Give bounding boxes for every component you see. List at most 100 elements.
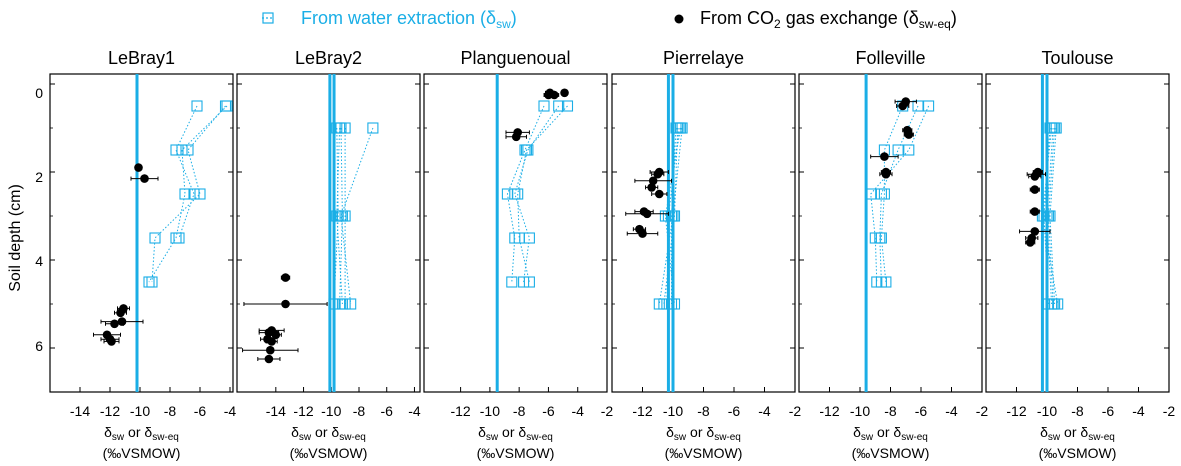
y-tick-label: 0: [35, 85, 43, 101]
co2-point: [271, 330, 281, 340]
x-tick-label: -6: [194, 403, 207, 419]
x-tick-label: -14: [266, 403, 286, 419]
panel-3: Planguenoual -12 -10 -8 -6 -4 -2 δsw or δsw-eq (…: [423, 48, 614, 461]
water-point: [668, 210, 681, 222]
x-tick-label: -10: [130, 403, 150, 419]
x-tick-label: -6: [542, 403, 555, 419]
panels: LeBray1 -14 -12 -10 -8 -6 -4 δsw or δsw-eq (‰VSM…: [49, 48, 1175, 461]
x-axis-unit: (‰VSMOW): [1039, 445, 1117, 461]
co2-point: [107, 337, 116, 346]
x-tick-label: -4: [408, 403, 421, 419]
water-point: [345, 298, 357, 310]
x-tick-label: -8: [697, 403, 710, 419]
legend-water-label: From water extraction (δsw): [301, 8, 517, 31]
panel-frame: [423, 73, 608, 393]
co2-point: [648, 176, 658, 186]
legend-water-marker: [262, 12, 274, 24]
water-point: [518, 276, 530, 288]
water-point: [871, 276, 883, 288]
panel-title: Planguenoual: [460, 48, 570, 68]
co2-point: [281, 273, 290, 282]
co2-point: [654, 189, 664, 199]
water-profile-line: [148, 105, 228, 283]
water-point: [170, 144, 182, 156]
x-tick-label: -12: [293, 403, 313, 419]
water-point: [219, 100, 232, 112]
x-tick-label: -2: [789, 403, 802, 419]
water-point: [561, 100, 574, 112]
co2-point: [904, 130, 914, 139]
water-point: [875, 188, 887, 200]
water-point: [523, 232, 535, 244]
y-tick-label: 2: [35, 169, 43, 185]
panel-5: Folleville -12 -10 -8 -6 -4 -2 δsw or δsw-eq (‰V…: [798, 48, 989, 461]
x-tick-label: -10: [321, 403, 341, 419]
x-tick-label: -12: [1006, 403, 1026, 419]
x-tick-label: -4: [571, 403, 584, 419]
panel-title: LeBray2: [295, 48, 362, 68]
y-tick-labels: 0 2 4 6: [35, 85, 43, 354]
water-point: [672, 122, 684, 134]
panel-6: Toulouse -12 -10 -8 -6 -4 -2 δsw or δsw-eq (‰VSM…: [985, 48, 1175, 461]
water-profile-line: [517, 105, 568, 283]
co2-point: [511, 132, 521, 142]
water-point: [668, 298, 681, 310]
panel-title: LeBray1: [108, 48, 175, 68]
x-tick-label: -6: [381, 403, 394, 419]
water-point: [336, 298, 348, 310]
x-tick-label: -10: [480, 403, 500, 419]
x-tick-label: -6: [915, 403, 928, 419]
co2-point: [881, 169, 891, 179]
co2-point: [544, 90, 553, 100]
x-axis-label: δsw or δsw-eq: [478, 424, 553, 443]
co2-point: [267, 337, 276, 346]
x-tick-label: -4: [1132, 403, 1145, 419]
x-tick-label: -8: [353, 403, 366, 419]
co2-point: [898, 101, 907, 111]
co2-point: [560, 88, 569, 98]
water-point: [328, 298, 340, 310]
x-tick-label: -6: [728, 403, 741, 419]
co2-point: [264, 354, 274, 364]
x-tick-label: -8: [884, 403, 897, 419]
x-tick-label: -2: [976, 403, 989, 419]
water-profile-line: [333, 127, 339, 305]
panel-frame: [49, 73, 234, 393]
water-profile-line: [514, 105, 560, 283]
co2-point: [653, 169, 663, 179]
y-axis-label: Soil depth (cm): [7, 184, 24, 292]
x-tick-label: -12: [632, 403, 652, 419]
co2-point: [880, 152, 889, 161]
x-tick-label: -14: [70, 403, 90, 419]
x-axis-unit: (‰VSMOW): [477, 445, 555, 461]
x-axis-label: δsw or δsw-eq: [104, 424, 179, 443]
water-point: [194, 188, 206, 200]
x-tick-label: -10: [663, 403, 683, 419]
water-point: [513, 232, 525, 244]
co2-point: [140, 174, 149, 183]
y-tick-label: 6: [35, 338, 43, 354]
water-profile-line: [506, 105, 545, 283]
x-tick-label: -2: [601, 403, 614, 419]
panel-4: Pierrelaye -12 -10 -8 -6 -4 -2 δsw or δsw-eq (‰V…: [611, 48, 802, 461]
water-profile-line: [870, 105, 930, 283]
water-point: [512, 188, 524, 200]
co2-point: [265, 345, 275, 355]
x-axis-label: δsw or δsw-eq: [1040, 424, 1115, 443]
x-axis-unit: (‰VSMOW): [103, 445, 181, 461]
x-tick-label: -6: [1102, 403, 1115, 419]
water-point: [865, 188, 877, 200]
co2-point: [117, 317, 127, 326]
water-profile-line: [1049, 127, 1057, 305]
water-point: [367, 122, 379, 134]
water-point: [1049, 122, 1061, 134]
co2-point: [638, 229, 647, 238]
co2-point: [1030, 185, 1040, 194]
co2-point: [1030, 172, 1040, 181]
legend: From water extraction (δsw) From CO2 gas…: [262, 8, 957, 31]
legend-co2-marker: [674, 14, 684, 24]
x-tick-label: -12: [819, 403, 839, 419]
panel-2: LeBray2 -14 -12 -10 -8 -6 -4 δsw or δsw-eq (‰VSM…: [236, 48, 421, 461]
water-point: [903, 144, 915, 156]
panel-1: LeBray1 -14 -12 -10 -8 -6 -4 δsw or δsw-eq (‰VSM…: [49, 48, 236, 461]
